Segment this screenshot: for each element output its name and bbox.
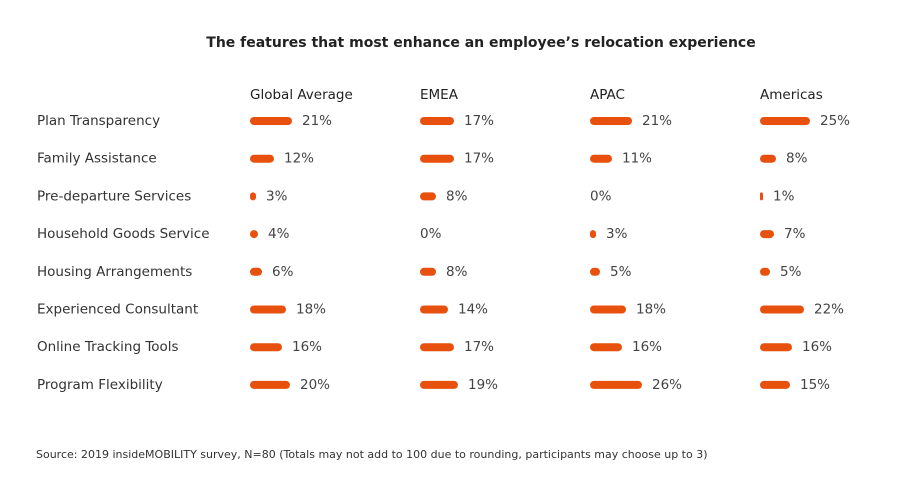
bar: [590, 343, 622, 352]
category-label: Program Flexibility: [37, 377, 163, 393]
category-label: Pre-departure Services: [37, 188, 191, 204]
value-label: 17%: [464, 151, 494, 167]
column-header: EMEA: [420, 87, 459, 103]
value-label: 16%: [632, 339, 662, 355]
value-label: 1%: [773, 188, 795, 204]
value-label: 5%: [780, 264, 802, 280]
value-label: 6%: [272, 264, 294, 280]
value-label: 16%: [802, 339, 832, 355]
value-label: 18%: [636, 302, 666, 318]
value-label: 0%: [420, 226, 442, 242]
bar: [420, 380, 458, 389]
chart-title: The features that most enhance an employ…: [206, 35, 756, 51]
category-label: Housing Arrangements: [37, 264, 192, 280]
value-label: 12%: [284, 151, 314, 167]
bar: [250, 305, 286, 314]
bar: [760, 380, 790, 389]
bar: [420, 267, 436, 276]
category-label: Online Tracking Tools: [37, 339, 179, 355]
bar: [760, 230, 774, 239]
value-label: 26%: [652, 377, 682, 393]
bar: [590, 305, 626, 314]
value-label: 3%: [606, 226, 628, 242]
value-label: 8%: [786, 151, 808, 167]
bar: [420, 192, 436, 201]
value-label: 8%: [446, 188, 468, 204]
value-label: 17%: [464, 339, 494, 355]
value-label: 4%: [268, 226, 290, 242]
bar: [590, 380, 642, 389]
value-label: 22%: [814, 302, 844, 318]
category-label: Experienced Consultant: [37, 302, 198, 318]
value-label: 17%: [464, 113, 494, 129]
bar: [250, 230, 258, 239]
bar: [590, 230, 596, 239]
bar: [250, 343, 282, 352]
bar: [250, 154, 274, 163]
bar: [590, 117, 632, 125]
value-label: 14%: [458, 302, 488, 318]
value-label: 3%: [266, 188, 288, 204]
value-label: 8%: [446, 264, 468, 280]
value-label: 19%: [468, 377, 498, 393]
value-label: 0%: [590, 188, 612, 204]
bar: [250, 117, 292, 125]
bar: [590, 267, 600, 276]
value-label: 11%: [622, 151, 652, 167]
bar: [420, 117, 454, 125]
value-label: 21%: [302, 113, 332, 129]
bar: [760, 267, 770, 276]
bar: [250, 380, 290, 389]
value-label: 7%: [784, 226, 806, 242]
bar: [760, 154, 776, 163]
bar: [590, 154, 612, 163]
bar: [420, 154, 454, 163]
bar: [250, 267, 262, 276]
value-label: 18%: [296, 302, 326, 318]
bar: [420, 305, 448, 314]
category-label: Family Assistance: [37, 151, 157, 167]
column-header: Global Average: [250, 87, 353, 103]
bar: [760, 343, 792, 352]
chart-canvas: Global Average EMEA APAC Americas Plan Trans…: [37, 87, 850, 393]
column-header: Americas: [760, 87, 823, 103]
value-label: 25%: [820, 113, 850, 129]
category-label: Household Goods Service: [37, 226, 210, 242]
value-label: 5%: [610, 264, 632, 280]
value-label: 15%: [800, 377, 830, 393]
bar: [420, 343, 454, 352]
bar: [250, 192, 256, 201]
value-label: 16%: [292, 339, 322, 355]
column-header: APAC: [590, 87, 625, 103]
source-note: Source: 2019 insideMOBILITY survey, N=80…: [36, 448, 708, 461]
value-label: 20%: [300, 377, 330, 393]
value-label: 21%: [642, 113, 672, 129]
bar: [760, 305, 804, 314]
category-label: Plan Transparency: [37, 113, 160, 129]
bar: [760, 192, 763, 201]
bar: [760, 117, 810, 125]
